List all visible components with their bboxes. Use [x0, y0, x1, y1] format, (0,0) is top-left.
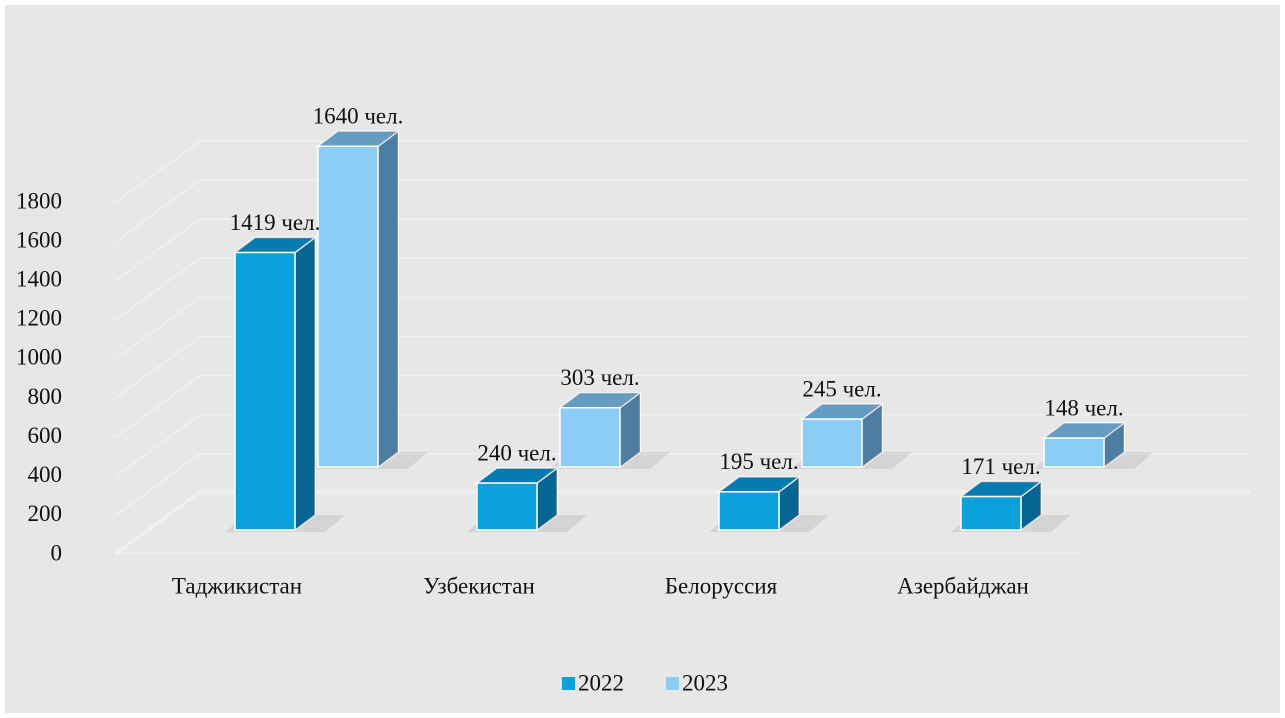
grid-line	[114, 140, 1250, 204]
bar	[718, 491, 780, 531]
bar-top-shade	[560, 392, 640, 408]
floor-line	[114, 490, 1250, 554]
bar-top-shade	[719, 476, 799, 492]
data-label: 1640 чел.	[313, 104, 404, 129]
bar-top-shade	[477, 468, 557, 484]
legend-swatch	[562, 677, 575, 690]
x-tick-label: Узбекистан	[423, 573, 535, 598]
y-tick-label: 1600	[16, 227, 62, 252]
data-label: 171 чел.	[961, 454, 1040, 479]
y-tick-label: 600	[28, 423, 63, 448]
grid-line	[114, 335, 1250, 400]
bar	[234, 251, 296, 531]
y-tick-label: 200	[28, 501, 63, 526]
grid-line	[114, 179, 1250, 243]
bar-top-shade	[235, 237, 315, 253]
bar	[960, 495, 1022, 531]
bar-side-shade	[1104, 423, 1124, 467]
grid-line	[114, 296, 1250, 360]
y-tick-label: 1000	[16, 345, 62, 370]
bar-top-shade	[318, 131, 398, 147]
bar-side-shade	[620, 392, 640, 467]
bar-side-shade	[378, 131, 398, 468]
bar	[317, 145, 379, 468]
y-tick-label: 1400	[16, 267, 62, 292]
y-tick-label: 0	[51, 540, 63, 565]
chart-background	[5, 5, 1280, 713]
bar-top-shade	[961, 481, 1041, 497]
bar	[801, 418, 863, 468]
data-label: 1419 чел.	[230, 210, 321, 235]
bar	[476, 482, 538, 531]
data-label: 303 чел.	[560, 365, 639, 390]
grid-line	[114, 492, 1250, 556]
y-tick-label: 1800	[16, 188, 62, 213]
bar-top-shade	[802, 404, 882, 420]
bar	[559, 406, 621, 468]
grid-line	[114, 414, 1250, 478]
y-tick-label: 800	[28, 384, 63, 409]
y-tick-label: 400	[28, 462, 63, 487]
bar-side-shade	[779, 476, 799, 530]
bar	[1043, 437, 1105, 468]
x-tick-label: Белоруссия	[665, 573, 778, 598]
data-label: 195 чел.	[719, 449, 798, 474]
data-label: 245 чел.	[802, 376, 881, 401]
y-tick-label: 1200	[16, 306, 62, 331]
x-tick-label: Таджикистан	[172, 573, 302, 598]
legend-label: 2022	[578, 670, 624, 695]
grid-line	[114, 375, 1250, 439]
bar-side-shade	[537, 468, 557, 530]
x-tick-label: Азербайджан	[897, 573, 1029, 598]
bar-side-shade	[295, 237, 315, 531]
grid-line	[114, 453, 1250, 517]
data-label: 148 чел.	[1044, 395, 1123, 420]
data-label: 240 чел.	[477, 440, 556, 465]
legend-label: 2023	[682, 670, 728, 695]
bar-top-shade	[1044, 423, 1124, 439]
grid-line	[114, 257, 1250, 321]
grid-line	[114, 218, 1250, 282]
bar-side-shade	[862, 404, 882, 467]
legend-swatch	[666, 677, 679, 690]
